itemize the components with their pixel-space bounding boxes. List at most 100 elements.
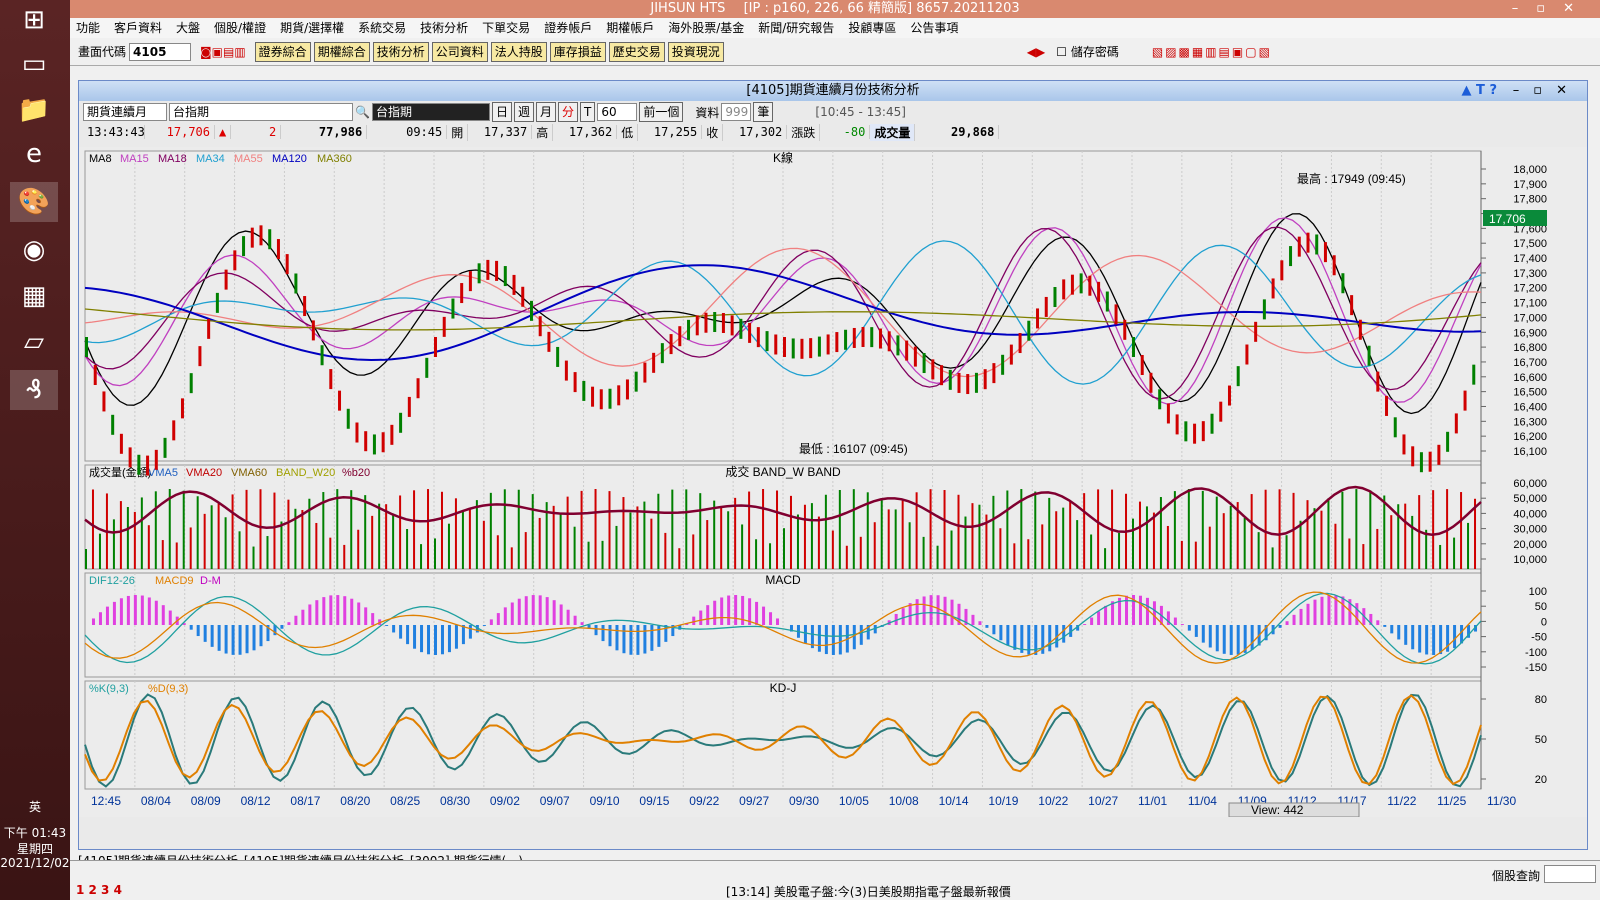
- function-button[interactable]: 技術分析: [372, 41, 429, 62]
- osc-bar: [1348, 599, 1352, 625]
- windows-start-icon[interactable]: ⊞: [23, 5, 45, 35]
- osc-bar: [1076, 625, 1080, 631]
- code-input[interactable]: 4105: [129, 42, 192, 61]
- function-button[interactable]: 證券綜合: [254, 41, 311, 62]
- volume-bar: [175, 542, 178, 569]
- child-window-controls[interactable]: –▫✕: [1512, 83, 1581, 98]
- menu-item[interactable]: 期貨/選擇權: [280, 21, 345, 35]
- y-tick-label: 17,300: [1513, 268, 1547, 280]
- candle: [878, 328, 882, 349]
- period-button[interactable]: T: [580, 102, 596, 122]
- product-type-select[interactable]: 期貨連續月: [83, 103, 167, 121]
- paint-icon[interactable]: 🎨: [10, 182, 58, 222]
- osc-bar: [1229, 625, 1233, 655]
- candle: [338, 390, 342, 411]
- chrome-icon[interactable]: ◉: [22, 235, 46, 265]
- menu-item[interactable]: 期權帳戶: [606, 21, 655, 35]
- search-icon[interactable]: 🔍: [355, 105, 370, 119]
- osc-bar: [727, 595, 731, 625]
- window-controls[interactable]: –▫✕: [1511, 1, 1592, 16]
- menu-item[interactable]: 客戶資料: [114, 21, 163, 35]
- candle: [1123, 319, 1127, 340]
- period-button[interactable]: 分: [558, 102, 579, 122]
- data-count-input[interactable]: 999: [721, 103, 752, 121]
- y-tick-label: 50: [1535, 601, 1547, 613]
- volume-bar: [852, 489, 855, 569]
- query-input[interactable]: [1544, 865, 1596, 883]
- tool-icons[interactable]: ◙▣▤▥: [200, 44, 246, 59]
- function-button[interactable]: 法人持股: [490, 41, 547, 62]
- menu-item[interactable]: 投顧專區: [848, 21, 897, 35]
- save-password-checkbox[interactable]: ☐ 儲存密碼: [1056, 45, 1119, 59]
- chart-area[interactable]: K線 MA8 MA15 MA18 MA34 MA55 MA120 MA360 18,000 17,…: [79, 147, 1587, 818]
- ime-indicator[interactable]: 英: [28, 800, 41, 814]
- nav-icons[interactable]: ◀▶: [1026, 44, 1046, 59]
- candle: [800, 338, 804, 359]
- osc-bar: [392, 625, 396, 633]
- data-unit-button[interactable]: 筆: [753, 102, 774, 122]
- osc-bar: [650, 625, 654, 651]
- notes-icon[interactable]: ▱: [24, 327, 44, 357]
- news-ticker[interactable]: [13:14] 美股電子盤:今(3)日美股期指電子盤最新報價: [726, 885, 1011, 899]
- candle: [687, 319, 691, 340]
- candle: [617, 385, 621, 406]
- menu-item[interactable]: 公告事項: [910, 21, 959, 35]
- macd-line: [84, 591, 1482, 664]
- y-tick-label: 17,500: [1513, 238, 1547, 250]
- period-button[interactable]: 日: [491, 102, 512, 122]
- osc-bar: [1006, 625, 1010, 646]
- osc-bar: [922, 596, 926, 625]
- legend-entry: MA55: [234, 153, 263, 165]
- volume-bar: [496, 535, 499, 569]
- folder-icon[interactable]: 📁: [17, 95, 51, 125]
- menu-item[interactable]: 系統交易: [358, 21, 407, 35]
- ie-icon[interactable]: e: [26, 139, 42, 169]
- page-buttons[interactable]: 1 2 3 4: [76, 883, 122, 897]
- menu-item[interactable]: 證券帳戶: [544, 21, 593, 35]
- minute-select[interactable]: 60: [597, 103, 638, 121]
- technical-chart[interactable]: K線 MA8 MA15 MA18 MA34 MA55 MA120 MA360 18,000 17,…: [79, 147, 1587, 818]
- function-button[interactable]: 投資現況: [667, 41, 724, 62]
- osc-bar: [105, 606, 109, 625]
- function-button[interactable]: 公司資料: [431, 41, 488, 62]
- monitor-icon[interactable]: ▭: [21, 49, 47, 79]
- product-input[interactable]: 台指期: [169, 103, 353, 121]
- osc-bar: [315, 600, 319, 625]
- function-button[interactable]: 期權綜合: [313, 41, 370, 62]
- menu-item[interactable]: 海外股票/基金: [668, 21, 745, 35]
- menu-item[interactable]: 功能: [76, 21, 101, 35]
- volume-bar: [378, 503, 381, 569]
- menu-item[interactable]: 個股/權證: [214, 21, 267, 35]
- volume-bar: [664, 532, 667, 569]
- candle: [1201, 421, 1205, 442]
- osc-bar: [971, 614, 975, 625]
- y-tick-label: 18,000: [1513, 164, 1547, 176]
- volume-bar: [741, 524, 744, 569]
- x-tick-label: 09/30: [789, 794, 819, 808]
- quick-tool-icons[interactable]: ▧▨▩▦▥▤▣▢▧: [1151, 44, 1272, 59]
- volume-bar: [1118, 532, 1121, 569]
- function-button[interactable]: 歷史交易: [608, 41, 665, 62]
- function-button[interactable]: 庫存損益: [549, 41, 606, 62]
- candle: [1193, 423, 1197, 444]
- menu-item[interactable]: 大盤: [176, 21, 201, 35]
- volume-bar: [140, 497, 143, 569]
- osc-bar: [1292, 614, 1296, 625]
- osc-bar: [357, 602, 361, 625]
- menu-item[interactable]: 下單交易: [482, 21, 531, 35]
- candle: [189, 373, 193, 394]
- osc-bar: [1152, 601, 1156, 625]
- period-button[interactable]: 週: [513, 102, 534, 122]
- osc-bar: [1132, 595, 1135, 625]
- candle: [573, 372, 577, 393]
- up-icon[interactable]: ▲ T ?: [1461, 83, 1497, 98]
- jihsun-app-icon[interactable]: ₰: [10, 370, 58, 410]
- candle: [948, 369, 952, 390]
- osc-bar: [350, 598, 354, 625]
- menu-item[interactable]: 新聞/研究報告: [758, 21, 835, 35]
- menu-item[interactable]: 技術分析: [420, 21, 469, 35]
- prev-button[interactable]: 前一個: [639, 102, 684, 122]
- period-button[interactable]: 月: [535, 102, 556, 122]
- excel-icon[interactable]: ▦: [21, 281, 47, 311]
